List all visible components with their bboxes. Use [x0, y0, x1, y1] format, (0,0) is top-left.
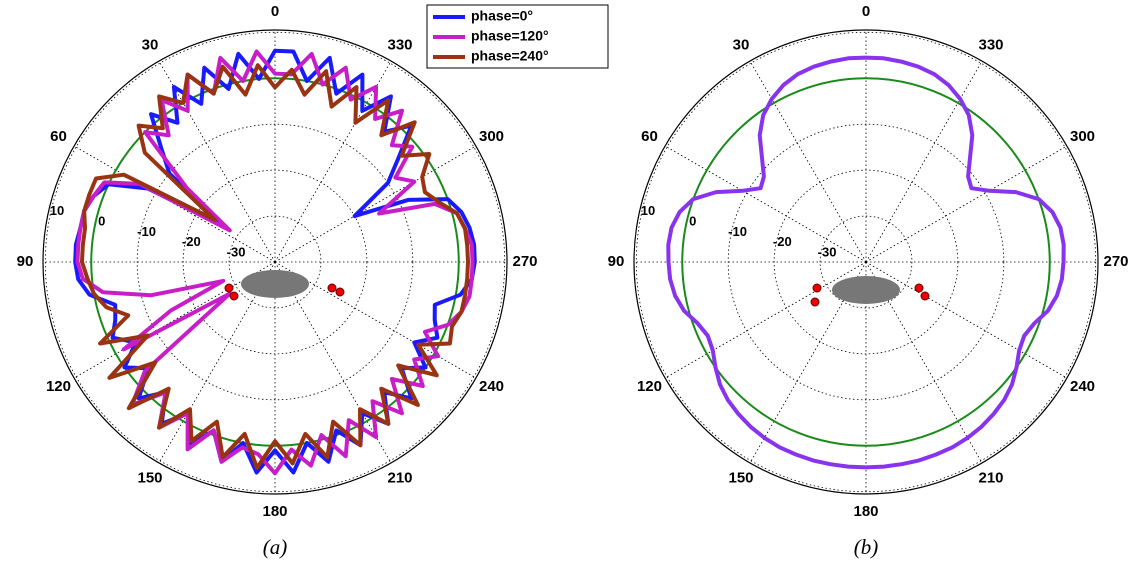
vehicle-icon	[241, 270, 309, 298]
angle-label: 300	[479, 128, 504, 145]
angle-label: 30	[733, 36, 750, 53]
antenna-dot	[914, 283, 924, 293]
angle-label: 60	[641, 128, 658, 145]
polar-chart: 0 30 60 90 120 150 180 210 240 270 300 330 -30 -20 -10…	[17, 3, 609, 559]
legend-label: phase=0°	[471, 8, 533, 24]
antenna-dot	[335, 287, 345, 297]
antenna-dot	[224, 283, 234, 293]
angle-label: 240	[479, 378, 504, 395]
ring	[44, 31, 506, 493]
spoke	[73, 261, 276, 379]
spoke	[274, 145, 477, 263]
r-tick-label: -10	[728, 224, 747, 239]
spoke	[158, 261, 276, 464]
ring	[773, 169, 959, 355]
legend-label: phase=120°	[471, 28, 549, 44]
antenna-dot	[327, 283, 337, 293]
r-tick-label: 0	[689, 213, 696, 228]
angle-label: 180	[853, 503, 878, 520]
r-tick-label: 0	[98, 213, 105, 228]
ring	[228, 215, 322, 309]
r-tick-label: -10	[137, 224, 156, 239]
object-a	[224, 270, 345, 301]
angle-label: 300	[1070, 128, 1095, 145]
r-tick-label: 10	[50, 203, 64, 218]
r-tick-label: -20	[182, 234, 201, 249]
ring	[136, 123, 414, 401]
angle-label: 270	[1103, 253, 1128, 270]
vehicle-icon	[832, 276, 900, 304]
r-tick-label: -30	[818, 244, 837, 259]
antenna-dot	[229, 291, 239, 301]
angle-label: 120	[46, 378, 71, 395]
polar-chart: 0 30 60 90 120 150 180 210 240 270 300 330 -30 -20 -10…	[608, 3, 1129, 559]
angle-label: 210	[387, 469, 412, 486]
r-tick-label: -30	[227, 244, 246, 259]
angle-label: 60	[50, 128, 67, 145]
r-tick-label: -20	[773, 234, 792, 249]
antenna-dot	[812, 283, 822, 293]
angle-label: 90	[608, 253, 625, 270]
spoke	[274, 261, 392, 464]
outer-circle	[42, 29, 508, 495]
angle-label: 120	[637, 378, 662, 395]
angle-label: 150	[137, 469, 162, 486]
angle-label: 330	[978, 36, 1003, 53]
spoke	[865, 261, 983, 464]
spoke	[865, 145, 1068, 263]
r-tick-label: 10	[641, 203, 655, 218]
ring	[727, 123, 1005, 401]
angle-label: 30	[142, 36, 159, 53]
antenna-dot	[920, 291, 930, 301]
spoke	[274, 261, 477, 379]
spoke	[664, 145, 867, 263]
spoke	[158, 60, 276, 263]
ring	[635, 31, 1097, 493]
angle-label: 240	[1070, 378, 1095, 395]
antenna-dot	[810, 297, 820, 307]
spoke	[749, 261, 867, 464]
outer-circle	[633, 29, 1099, 495]
pattern-line	[80, 63, 470, 470]
angle-label: 150	[728, 469, 753, 486]
angle-label: 330	[387, 36, 412, 53]
caption: (b)	[854, 535, 879, 559]
reference-circle	[681, 77, 1051, 447]
object-b	[810, 276, 930, 307]
pattern-line	[666, 55, 1066, 470]
angle-label: 180	[262, 503, 287, 520]
ring	[819, 215, 913, 309]
reference-circle	[90, 77, 460, 447]
spoke	[865, 261, 1068, 379]
angle-label: 90	[17, 253, 34, 270]
spoke	[664, 261, 867, 379]
legend-label: phase=240°	[471, 48, 549, 64]
angle-label: 0	[862, 3, 870, 20]
angle-label: 0	[271, 3, 279, 20]
ring	[182, 169, 368, 355]
angle-label: 270	[512, 253, 537, 270]
spoke	[865, 60, 983, 263]
spoke	[749, 60, 867, 263]
caption: (a)	[263, 535, 288, 559]
angle-label: 210	[978, 469, 1003, 486]
spoke	[274, 60, 392, 263]
